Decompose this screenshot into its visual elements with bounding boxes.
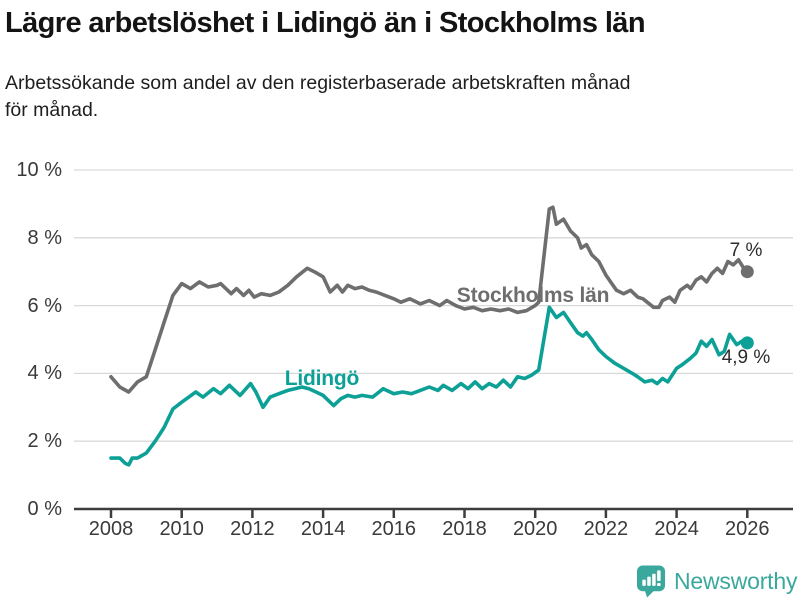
chart-title: Lägre arbetslöshet i Lidingö än i Stockh… [5,7,646,39]
y-tick-label: 8 % [27,226,62,249]
chart-subtitle-line-1: Arbetssökande som andel av den registerb… [5,72,631,94]
x-tick-label: 2026 [725,518,770,540]
series-end-dot-stockholms-lan [740,265,754,279]
x-tick-label: 2016 [371,518,417,540]
series-label-stockholms-lan: Stockholms län [456,284,610,307]
x-tick-label: 2008 [88,518,134,540]
y-tick-label: 6 % [27,294,62,317]
series-line-stockholms-lan [109,205,750,394]
x-tick-label: 2014 [300,518,346,540]
end-value-label-stockholms-lan: 7 % [729,240,763,261]
y-tick-label: 2 % [27,430,62,453]
newsworthy-logo[interactable]: Newsworthy [636,565,797,598]
x-tick-label: 2010 [159,518,204,540]
x-tick-label: 2018 [442,518,487,540]
x-tick-label: 2024 [654,518,699,540]
x-tick-label: 2012 [230,518,275,540]
x-tick-label: 2022 [583,518,629,540]
y-tick-label: 0 % [27,498,62,520]
series-end-dot-lidingo [740,336,754,350]
series-line-lidingo [109,305,750,467]
end-value-label-lidingo: 4,9 % [721,347,771,368]
newsworthy-logo-text: Newsworthy [674,568,798,594]
chart-subtitle: Arbetssökande som andel av den registerb… [5,70,793,124]
y-tick-label: 4 % [27,362,62,385]
y-tick-label: 10 % [16,159,62,181]
newsworthy-logo-icon [636,565,666,598]
x-tick-label: 2020 [512,518,558,540]
series-label-lidingo: Lidingö [284,367,360,390]
chart-subtitle-line-2: för månad. [5,99,99,121]
